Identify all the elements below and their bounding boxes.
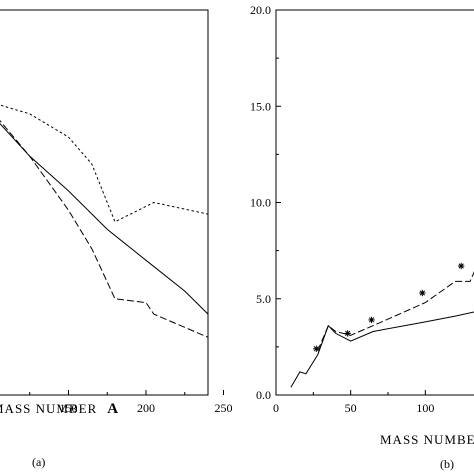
- panel-b-x-tick-label: 100: [416, 401, 434, 415]
- panel-a-x-tick-label: 150: [60, 401, 78, 415]
- panel-a-x-tick-label: 200: [137, 401, 155, 415]
- panel-b-label: (b): [440, 457, 454, 471]
- panel-a-xlabel-symbol: A: [107, 401, 118, 417]
- panel-b-series-dashed-line: [317, 271, 474, 351]
- panel-a: 100150200250: [0, 9, 233, 415]
- panel-a-x-tick-label: 250: [215, 401, 233, 415]
- panel-b-asterisk-marker: [368, 316, 375, 324]
- panel-b: 0 50 100 0.0 5.0 10.0 15.0 20.0: [250, 3, 474, 415]
- panel-b-asterisk-marker: [457, 262, 465, 270]
- panel-b-x-tick-label: 0: [273, 401, 279, 415]
- panel-b-plot-area: [290, 262, 474, 388]
- panel-b-asterisk-marker: [344, 330, 351, 337]
- panel-a-plot-area: [0, 104, 208, 338]
- panel-a-plot-frame: [0, 9, 209, 396]
- panel-b-asterisk-marker: [419, 289, 426, 297]
- panel-b-plot-frame: [275, 9, 474, 396]
- panel-b-xlabel: MASS NUMBE: [380, 432, 474, 447]
- panel-b-y-tick-label: 5.0: [256, 292, 271, 306]
- panel-b-y-tick-label: 15.0: [250, 99, 271, 113]
- panel-a-series-dotted-line: [0, 104, 208, 223]
- panel-b-series-solid-line: [290, 311, 474, 388]
- panel-b-y-tick-label: 20.0: [250, 3, 271, 17]
- panel-a-series-dashed-line: [0, 120, 208, 338]
- panel-b-y-tick-label: 0.0: [256, 388, 271, 402]
- panel-b-x-tick-label: 50: [345, 401, 357, 415]
- panel-a-label: (a): [32, 455, 45, 469]
- panel-b-asterisk-marker: [313, 345, 320, 352]
- panel-a-xlabel: MASS NUMBER A: [0, 401, 118, 417]
- panel-b-y-tick-label: 10.0: [250, 196, 271, 210]
- panel-a-series-solid-line: [0, 122, 208, 315]
